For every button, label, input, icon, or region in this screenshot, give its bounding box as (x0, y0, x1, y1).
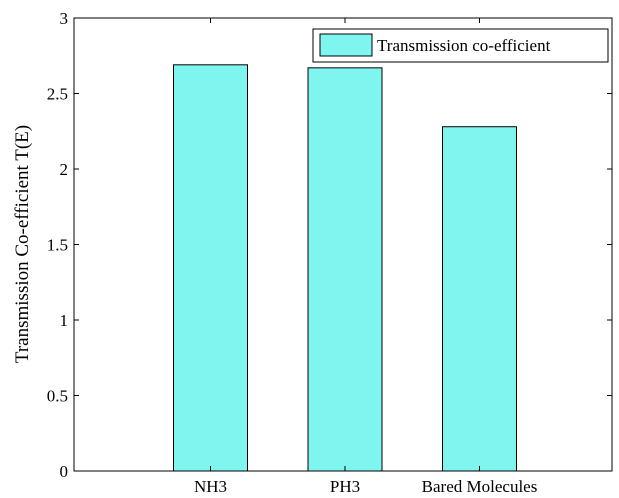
y-axis: 0 0.5 1 1.5 2 2.5 3 (47, 9, 612, 481)
y-tick-label: 0 (60, 462, 69, 481)
x-axis: NH3 PH3 Bared Molecules (194, 466, 537, 496)
y-tick-label: 2 (60, 160, 69, 179)
bar-nh3 (173, 64, 248, 472)
bar-ph3 (307, 67, 383, 472)
x-tick-label: PH3 (330, 477, 360, 496)
x-tick-label: Bared Molecules (422, 477, 538, 496)
x-tick-label: NH3 (194, 477, 227, 496)
top-ticks (210, 18, 480, 23)
bars-group (173, 64, 517, 472)
y-tick-label: 1.5 (47, 236, 68, 255)
y-tick-label: 0.5 (47, 387, 68, 406)
bar-bared-molecules (442, 126, 517, 472)
y-axis-label: Transmission Co-efficient T(E) (12, 125, 33, 363)
y-tick-label: 1 (60, 311, 69, 330)
y-tick-label: 2.5 (47, 85, 68, 104)
y-tick-label: 3 (60, 9, 69, 28)
legend-swatch (319, 33, 373, 57)
legend-label: Transmission co-efficient (377, 36, 551, 55)
legend: Transmission co-efficient (312, 28, 609, 63)
